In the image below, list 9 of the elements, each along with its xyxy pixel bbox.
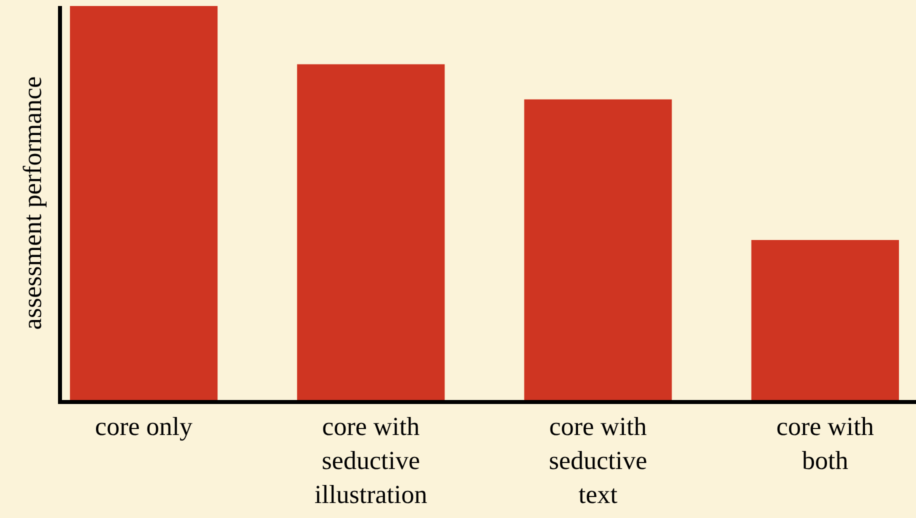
x-tick-label: core with both [776,412,874,475]
bar [297,64,445,400]
x-tick-label: core only [95,412,193,442]
x-tick-label: core with seductive illustration [314,412,428,509]
y-axis-title: assessment performance [18,76,47,330]
bar [524,99,672,400]
bar [70,6,218,400]
bar [751,240,899,400]
x-tick-label: core with seductive text [548,412,648,509]
